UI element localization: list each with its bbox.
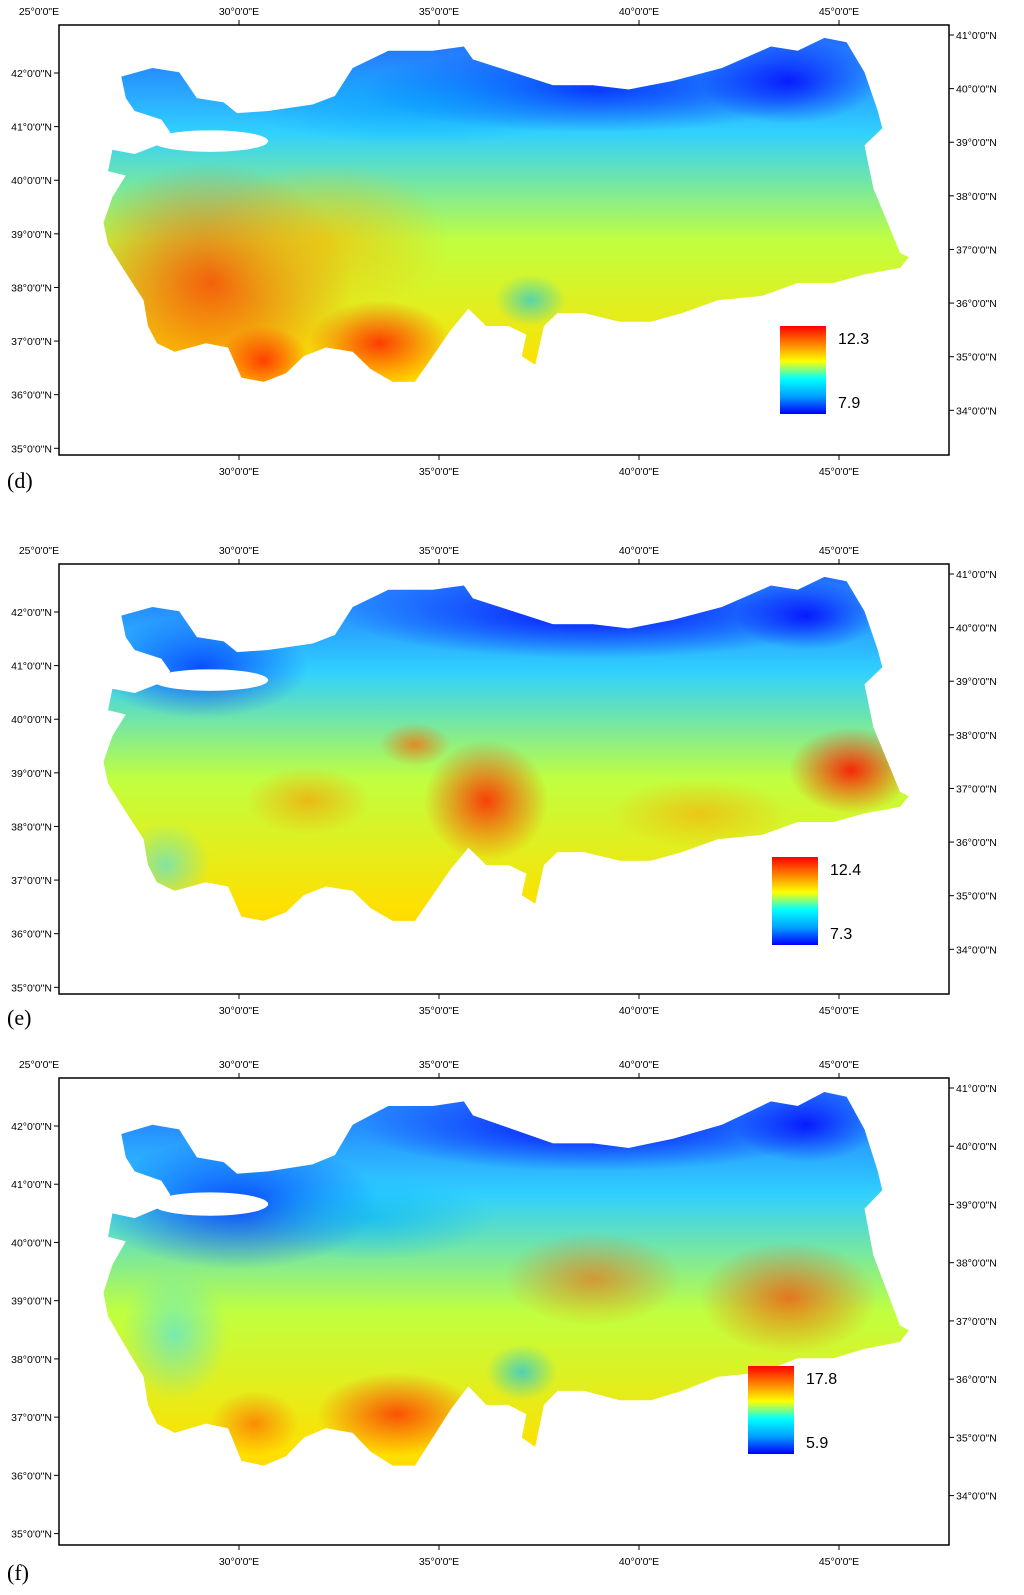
- right-latitude-label: 41°0'0"N: [956, 30, 997, 42]
- right-latitude-label: 40°0'0"N: [956, 84, 997, 96]
- right-latitude-label: 40°0'0"N: [956, 1141, 997, 1153]
- top-longitude-label: 30°0'0"E: [219, 1059, 259, 1071]
- legend-max-label: 12.4: [830, 862, 861, 879]
- bottom-longitude-label: 40°0'0"E: [619, 466, 659, 478]
- left-latitude-label: 39°0'0"N: [11, 229, 52, 241]
- left-latitude-label: 36°0'0"N: [11, 1470, 52, 1482]
- left-latitude-label: 37°0'0"N: [11, 1412, 52, 1424]
- left-latitude-label: 35°0'0"N: [11, 443, 52, 455]
- legend-min-label: 5.9: [806, 1435, 828, 1452]
- right-latitude-label: 38°0'0"N: [956, 1258, 997, 1270]
- marmara-sea: [152, 130, 269, 152]
- marmara-sea: [152, 669, 269, 691]
- bottom-longitude-label: 40°0'0"E: [619, 1556, 659, 1568]
- left-latitude-label: 42°0'0"N: [11, 1121, 52, 1133]
- right-latitude-label: 34°0'0"N: [956, 1491, 997, 1503]
- left-latitude-label: 41°0'0"N: [11, 122, 52, 134]
- right-latitude-label: 39°0'0"N: [956, 137, 997, 149]
- right-latitude-label: 37°0'0"N: [956, 783, 997, 795]
- left-latitude-label: 40°0'0"N: [11, 1237, 52, 1249]
- right-latitude-label: 37°0'0"N: [956, 1316, 997, 1328]
- legend-min-label: 7.3: [830, 926, 852, 943]
- top-longitude-label: 25°0'0"E: [19, 545, 59, 557]
- top-longitude-label: 40°0'0"E: [619, 6, 659, 18]
- panel-label-e: (e): [7, 1005, 32, 1030]
- top-longitude-label: 45°0'0"E: [819, 545, 859, 557]
- map-svg-e: 25°0'0"E 30°0'0"E 35°0'0"E 40°0'0"E 45°0'0"E…: [11, 545, 997, 1017]
- right-latitude-label: 39°0'0"N: [956, 1199, 997, 1211]
- bottom-longitude-label: 45°0'0"E: [819, 1556, 859, 1568]
- legend-max-label: 17.8: [806, 1371, 837, 1388]
- right-latitude-label: 36°0'0"N: [956, 1374, 997, 1386]
- bottom-longitude-label: 45°0'0"E: [819, 466, 859, 478]
- left-latitude-label: 35°0'0"N: [11, 1529, 52, 1541]
- right-latitude-label: 38°0'0"N: [956, 730, 997, 742]
- left-latitude-label: 39°0'0"N: [11, 768, 52, 780]
- top-longitude-label: 30°0'0"E: [219, 545, 259, 557]
- right-latitude-label: 34°0'0"N: [956, 405, 997, 417]
- right-latitude-label: 40°0'0"N: [956, 623, 997, 635]
- right-latitude-label: 37°0'0"N: [956, 244, 997, 256]
- marmara-sea: [152, 1192, 269, 1216]
- left-latitude-label: 36°0'0"N: [11, 390, 52, 402]
- left-latitude-label: 42°0'0"N: [11, 68, 52, 80]
- bottom-longitude-label: 30°0'0"E: [219, 1556, 259, 1568]
- map-svg-f: 25°0'0"E 30°0'0"E 35°0'0"E 40°0'0"E 45°0'0"E…: [11, 1059, 997, 1568]
- left-latitude-label: 38°0'0"N: [11, 821, 52, 833]
- right-latitude-label: 39°0'0"N: [956, 676, 997, 688]
- right-latitude-label: 36°0'0"N: [956, 298, 997, 310]
- bottom-longitude-label: 40°0'0"E: [619, 1005, 659, 1017]
- left-latitude-label: 37°0'0"N: [11, 875, 52, 887]
- top-longitude-label: 25°0'0"E: [19, 1059, 59, 1071]
- panel-label-d: (d): [7, 468, 33, 493]
- legend-color-ramp: [748, 1366, 794, 1454]
- map-svg-d: 25°0'0"E 30°0'0"E 35°0'0"E 40°0'0"E 45°0'0"E…: [11, 6, 997, 478]
- bottom-longitude-label: 35°0'0"E: [419, 466, 459, 478]
- right-latitude-label: 34°0'0"N: [956, 944, 997, 956]
- left-latitude-label: 40°0'0"N: [11, 175, 52, 187]
- bottom-longitude-label: 30°0'0"E: [219, 1005, 259, 1017]
- left-latitude-label: 41°0'0"N: [11, 661, 52, 673]
- right-latitude-label: 35°0'0"N: [956, 891, 997, 903]
- top-longitude-label: 35°0'0"E: [419, 1059, 459, 1071]
- right-latitude-label: 35°0'0"N: [956, 352, 997, 364]
- bottom-longitude-label: 30°0'0"E: [219, 466, 259, 478]
- bottom-longitude-label: 35°0'0"E: [419, 1556, 459, 1568]
- left-latitude-label: 41°0'0"N: [11, 1179, 52, 1191]
- bottom-longitude-label: 35°0'0"E: [419, 1005, 459, 1017]
- left-latitude-label: 37°0'0"N: [11, 336, 52, 348]
- top-longitude-label: 45°0'0"E: [819, 1059, 859, 1071]
- legend-color-ramp: [780, 326, 826, 414]
- right-latitude-label: 41°0'0"N: [956, 569, 997, 581]
- left-latitude-label: 35°0'0"N: [11, 982, 52, 994]
- map-panel-e: 25°0'0"E 30°0'0"E 35°0'0"E 40°0'0"E 45°0'0"E…: [0, 538, 1024, 1038]
- top-longitude-label: 40°0'0"E: [619, 1059, 659, 1071]
- right-latitude-label: 36°0'0"N: [956, 837, 997, 849]
- map-panel-f: 25°0'0"E 30°0'0"E 35°0'0"E 40°0'0"E 45°0'0"E…: [0, 1055, 1024, 1595]
- top-longitude-label: 35°0'0"E: [419, 6, 459, 18]
- left-latitude-label: 36°0'0"N: [11, 929, 52, 941]
- left-latitude-label: 38°0'0"N: [11, 282, 52, 294]
- left-latitude-label: 40°0'0"N: [11, 714, 52, 726]
- left-latitude-label: 38°0'0"N: [11, 1354, 52, 1366]
- left-latitude-label: 42°0'0"N: [11, 607, 52, 619]
- top-longitude-label: 30°0'0"E: [219, 6, 259, 18]
- top-longitude-label: 40°0'0"E: [619, 545, 659, 557]
- legend-color-ramp: [772, 857, 818, 945]
- top-longitude-label: 45°0'0"E: [819, 6, 859, 18]
- top-longitude-label: 25°0'0"E: [19, 6, 59, 18]
- right-latitude-label: 38°0'0"N: [956, 191, 997, 203]
- legend-max-label: 12.3: [838, 331, 869, 348]
- map-panel-d: 25°0'0"E 30°0'0"E 35°0'0"E 40°0'0"E 45°0'0"E…: [0, 0, 1024, 500]
- top-longitude-label: 35°0'0"E: [419, 545, 459, 557]
- panel-label-f: (f): [7, 1560, 29, 1585]
- left-latitude-label: 39°0'0"N: [11, 1296, 52, 1308]
- right-latitude-label: 35°0'0"N: [956, 1432, 997, 1444]
- bottom-longitude-label: 45°0'0"E: [819, 1005, 859, 1017]
- right-latitude-label: 41°0'0"N: [956, 1083, 997, 1095]
- legend-min-label: 7.9: [838, 395, 860, 412]
